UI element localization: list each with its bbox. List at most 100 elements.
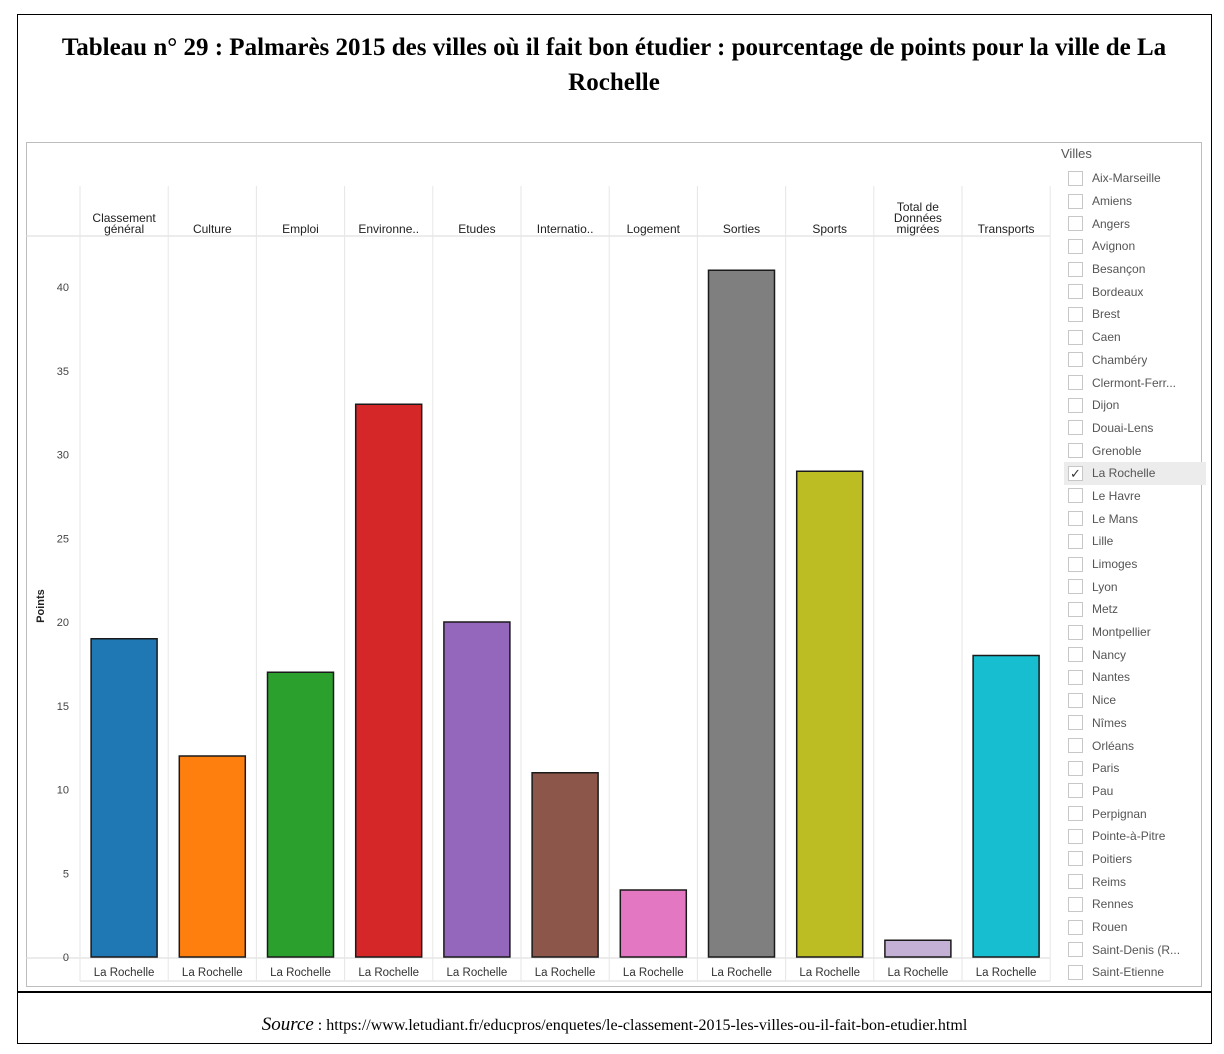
legend-item-label: Poitiers xyxy=(1092,851,1133,866)
legend-item[interactable]: Nice xyxy=(1064,689,1206,712)
column-header: Internatio.. xyxy=(537,222,594,236)
legend-item[interactable]: Montpellier xyxy=(1064,621,1206,644)
legend-item[interactable]: Avignon xyxy=(1064,235,1206,258)
checkbox[interactable] xyxy=(1068,443,1083,459)
checkbox[interactable] xyxy=(1068,261,1083,277)
legend-item[interactable]: Reims xyxy=(1064,870,1206,893)
legend-item-label: Nancy xyxy=(1092,647,1127,662)
legend-item[interactable]: Pau xyxy=(1064,780,1206,803)
legend-item[interactable]: Rennes xyxy=(1064,893,1206,916)
checkbox[interactable] xyxy=(1068,511,1083,527)
checkbox[interactable] xyxy=(1068,964,1083,980)
checkbox[interactable] xyxy=(1068,738,1083,754)
x-tick-label: La Rochelle xyxy=(976,967,1037,979)
legend-item[interactable]: Saint-Etienne xyxy=(1064,961,1206,984)
legend-item[interactable]: Grenoble xyxy=(1064,439,1206,462)
checkbox[interactable] xyxy=(1068,624,1083,640)
y-tick-label: 25 xyxy=(57,533,69,545)
figure-title: Tableau n° 29 : Palmarès 2015 des villes… xyxy=(61,34,1167,96)
x-tick-label: La Rochelle xyxy=(358,967,419,979)
legend-item[interactable]: Caen xyxy=(1064,326,1206,349)
checkbox[interactable] xyxy=(1068,692,1083,708)
checkbox[interactable] xyxy=(1068,601,1083,617)
legend-item-label: Metz xyxy=(1092,602,1119,617)
checkbox[interactable] xyxy=(1068,896,1083,912)
legend-item-label: Saint-Denis (R... xyxy=(1092,942,1181,957)
x-tick-label: La Rochelle xyxy=(888,967,949,979)
checkbox[interactable] xyxy=(1068,851,1083,867)
column-header: Transports xyxy=(978,222,1035,236)
legend-item[interactable]: ✓ La Rochelle xyxy=(1064,461,1206,485)
legend-item[interactable]: Besançon xyxy=(1064,258,1206,281)
legend-item[interactable]: Orléans xyxy=(1064,734,1206,757)
column-header: Emploi xyxy=(282,222,319,236)
checkbox[interactable] xyxy=(1068,397,1083,413)
legend-item[interactable]: Limoges xyxy=(1064,553,1206,576)
checkbox[interactable] xyxy=(1068,669,1083,685)
legend-item[interactable]: Le Mans xyxy=(1064,507,1206,530)
legend-item[interactable]: Nîmes xyxy=(1064,712,1206,735)
checkbox[interactable]: ✓ xyxy=(1068,465,1083,481)
checkbox[interactable] xyxy=(1068,375,1083,391)
checkbox[interactable] xyxy=(1068,170,1083,186)
checkbox[interactable] xyxy=(1068,783,1083,799)
checkbox[interactable] xyxy=(1068,329,1083,345)
legend-item[interactable]: Rouen xyxy=(1064,916,1206,939)
legend-item[interactable]: Poitiers xyxy=(1064,848,1206,871)
checkbox[interactable] xyxy=(1068,533,1083,549)
bar xyxy=(178,755,247,958)
checkbox[interactable] xyxy=(1068,579,1083,595)
checkbox[interactable] xyxy=(1068,874,1083,890)
legend-item-label: Amiens xyxy=(1092,194,1133,209)
legend-item[interactable]: Saint-Denis (R... xyxy=(1064,938,1206,961)
legend-item[interactable]: Le Havre xyxy=(1064,485,1206,508)
legend-item[interactable]: Paris xyxy=(1064,757,1206,780)
legend-item[interactable]: Nantes xyxy=(1064,666,1206,689)
checkbox[interactable] xyxy=(1068,715,1083,731)
legend-list: Aix-Marseille Amiens Angers Avignon Besançon… xyxy=(1064,167,1206,984)
legend-item[interactable]: Metz xyxy=(1064,598,1206,621)
column-header: Classement xyxy=(92,211,156,225)
x-tick-label: La Rochelle xyxy=(447,967,508,979)
source-url[interactable]: https://www.letudiant.fr/educpros/enquet… xyxy=(326,1017,968,1034)
checkbox[interactable] xyxy=(1068,828,1083,844)
checkbox[interactable] xyxy=(1068,647,1083,663)
y-tick-label: 10 xyxy=(57,785,69,797)
source-label: Source xyxy=(261,1014,314,1035)
checkbox[interactable] xyxy=(1068,942,1083,958)
legend-item[interactable]: Dijon xyxy=(1064,394,1206,417)
checkbox[interactable] xyxy=(1068,556,1083,572)
legend-item[interactable]: Pointe-à-Pitre xyxy=(1064,825,1206,848)
legend-item[interactable]: Bordeaux xyxy=(1064,280,1206,303)
bar xyxy=(266,671,335,958)
x-tick-label: La Rochelle xyxy=(711,967,772,979)
legend-item[interactable]: Chambéry xyxy=(1064,349,1206,372)
legend-item[interactable]: Clermont-Ferr... xyxy=(1064,371,1206,394)
checkbox[interactable] xyxy=(1068,284,1083,300)
checkbox[interactable] xyxy=(1068,488,1083,504)
legend-item[interactable]: Perpignan xyxy=(1064,802,1206,825)
legend-item[interactable]: Amiens xyxy=(1064,190,1206,213)
checkbox[interactable] xyxy=(1068,306,1083,322)
figure-frame xyxy=(17,14,1212,1044)
legend-item[interactable]: Lille xyxy=(1064,530,1206,553)
bar xyxy=(707,269,776,958)
column-header: Environne.. xyxy=(358,222,419,236)
checkbox[interactable] xyxy=(1068,806,1083,822)
legend-item[interactable]: Brest xyxy=(1064,303,1206,326)
checkbox[interactable] xyxy=(1068,193,1083,209)
column-header: général xyxy=(104,222,144,236)
checkbox[interactable] xyxy=(1068,238,1083,254)
legend-item[interactable]: Nancy xyxy=(1064,643,1206,666)
x-tick-label: La Rochelle xyxy=(270,967,331,979)
checkbox[interactable] xyxy=(1068,760,1083,776)
checkbox[interactable] xyxy=(1068,216,1083,232)
legend-item[interactable]: Aix-Marseille xyxy=(1064,167,1206,190)
legend-item[interactable]: Douai-Lens xyxy=(1064,417,1206,440)
legend-item[interactable]: Lyon xyxy=(1064,575,1206,598)
checkbox[interactable] xyxy=(1068,420,1083,436)
legend-item[interactable]: Angers xyxy=(1064,212,1206,235)
checkbox[interactable] xyxy=(1068,919,1083,935)
checkbox[interactable] xyxy=(1068,352,1083,368)
